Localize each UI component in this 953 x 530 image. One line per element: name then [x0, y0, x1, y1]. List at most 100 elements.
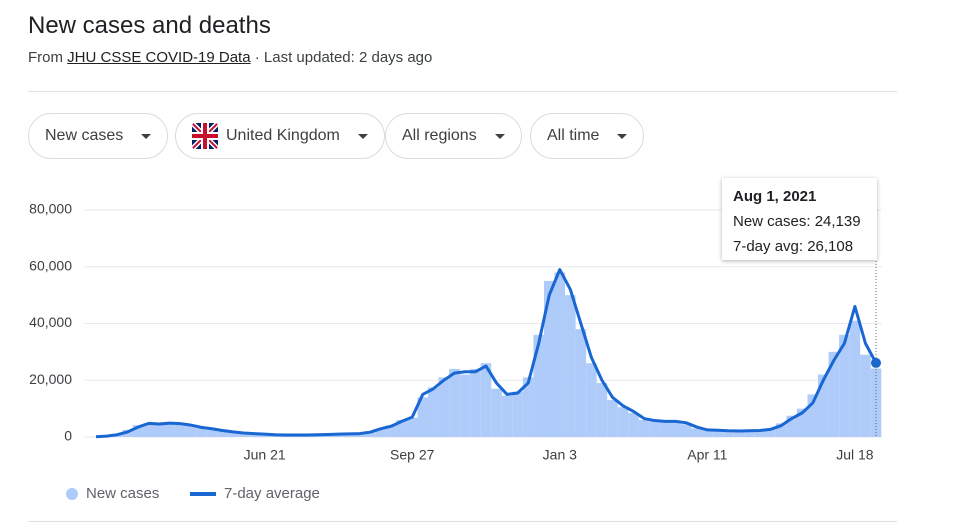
x-tick-label: Sep 27 [390, 447, 435, 463]
bar [248, 433, 260, 437]
bar [607, 400, 618, 437]
y-tick-label: 60,000 [29, 257, 72, 273]
bar [586, 363, 597, 437]
bar [406, 417, 418, 437]
caret [617, 133, 628, 139]
bar [438, 377, 450, 437]
bar [691, 428, 703, 437]
bar [596, 383, 608, 437]
filter-label: United Kingdom [226, 127, 340, 144]
bar [744, 431, 755, 437]
bar [480, 363, 492, 437]
bar [417, 397, 429, 437]
y-tick-label: 20,000 [29, 371, 72, 387]
hover-dot [871, 357, 881, 368]
bar [659, 421, 671, 437]
separator [28, 91, 897, 92]
bar [828, 351, 840, 437]
bar [796, 408, 808, 437]
metric-filter[interactable]: New cases [28, 113, 169, 159]
source-link[interactable]: JHU CSSE COVID-19 Data [67, 49, 251, 66]
bar [765, 428, 776, 437]
line [95, 268, 878, 439]
bar [849, 320, 861, 437]
y-tick-label: 0 [64, 428, 72, 444]
bar [670, 421, 681, 437]
caret [494, 133, 505, 139]
bar [543, 280, 555, 437]
tooltip: Aug 1, 2021 New cases: 24,139 7-day avg: 2… [722, 178, 877, 260]
bar [681, 424, 692, 437]
flag-icon [192, 123, 218, 149]
bar [575, 329, 587, 437]
bar [428, 387, 439, 437]
y-tick-label: 40,000 [29, 314, 72, 330]
bar [522, 377, 534, 437]
bar [217, 431, 228, 437]
filter-label: New cases [45, 127, 124, 144]
x-tick-label: Apr 11 [687, 447, 727, 463]
filter-label: All regions [402, 127, 477, 144]
bar [786, 415, 797, 437]
legend-item: 7-day average [190, 485, 320, 502]
legend-swatch [66, 487, 78, 500]
bar [501, 395, 513, 437]
time-filter[interactable]: All time [530, 113, 645, 159]
bar [628, 412, 639, 437]
bar [818, 374, 829, 437]
tooltip-line: New cases: 24,139 [733, 213, 861, 230]
bar [122, 429, 133, 437]
bar [649, 421, 660, 437]
bar [185, 424, 197, 437]
x-tick-label: Jul 18 [836, 447, 874, 463]
bar [375, 428, 386, 437]
bar [132, 425, 144, 437]
tooltip-line: 7-day avg: 26,108 [733, 238, 854, 255]
bar [153, 423, 165, 437]
bar [712, 430, 724, 437]
bar [459, 374, 471, 437]
bar [164, 422, 176, 437]
bar [839, 334, 850, 437]
x-tick-label: Jan 3 [543, 447, 577, 463]
bar [638, 419, 650, 437]
country-filter[interactable]: United Kingdom [175, 113, 385, 159]
bar [733, 431, 745, 437]
bar [702, 430, 713, 437]
filter-label: All time [547, 127, 600, 144]
legend-swatch [190, 491, 216, 496]
bar [491, 388, 502, 437]
bar [364, 431, 376, 437]
bar [396, 419, 407, 437]
bar [860, 354, 871, 437]
y-tick-label: 80,000 [29, 201, 72, 217]
bar [175, 424, 186, 437]
region-filter[interactable]: All regions [385, 113, 522, 159]
page-title: New cases and deaths [28, 12, 271, 39]
bar [196, 427, 207, 437]
bar [533, 334, 544, 437]
legend-item: New cases [66, 485, 159, 502]
legend-label: New cases [86, 485, 160, 502]
separator [28, 521, 897, 522]
bar [554, 272, 566, 437]
source-prefix: From [28, 49, 63, 66]
caret [141, 133, 152, 139]
bar [238, 433, 249, 437]
bar [512, 391, 523, 437]
bar [470, 368, 481, 437]
bar [775, 423, 787, 437]
bar [565, 295, 576, 437]
bar [754, 430, 766, 437]
caret [357, 133, 368, 139]
bar [449, 368, 460, 437]
bar [227, 432, 239, 437]
bar [617, 407, 629, 437]
bar [354, 433, 365, 437]
bar [385, 425, 397, 437]
bar [723, 431, 734, 437]
tooltip-date: Aug 1, 2021 [733, 188, 817, 205]
updated: · Last updated: 2 days ago [254, 49, 433, 66]
